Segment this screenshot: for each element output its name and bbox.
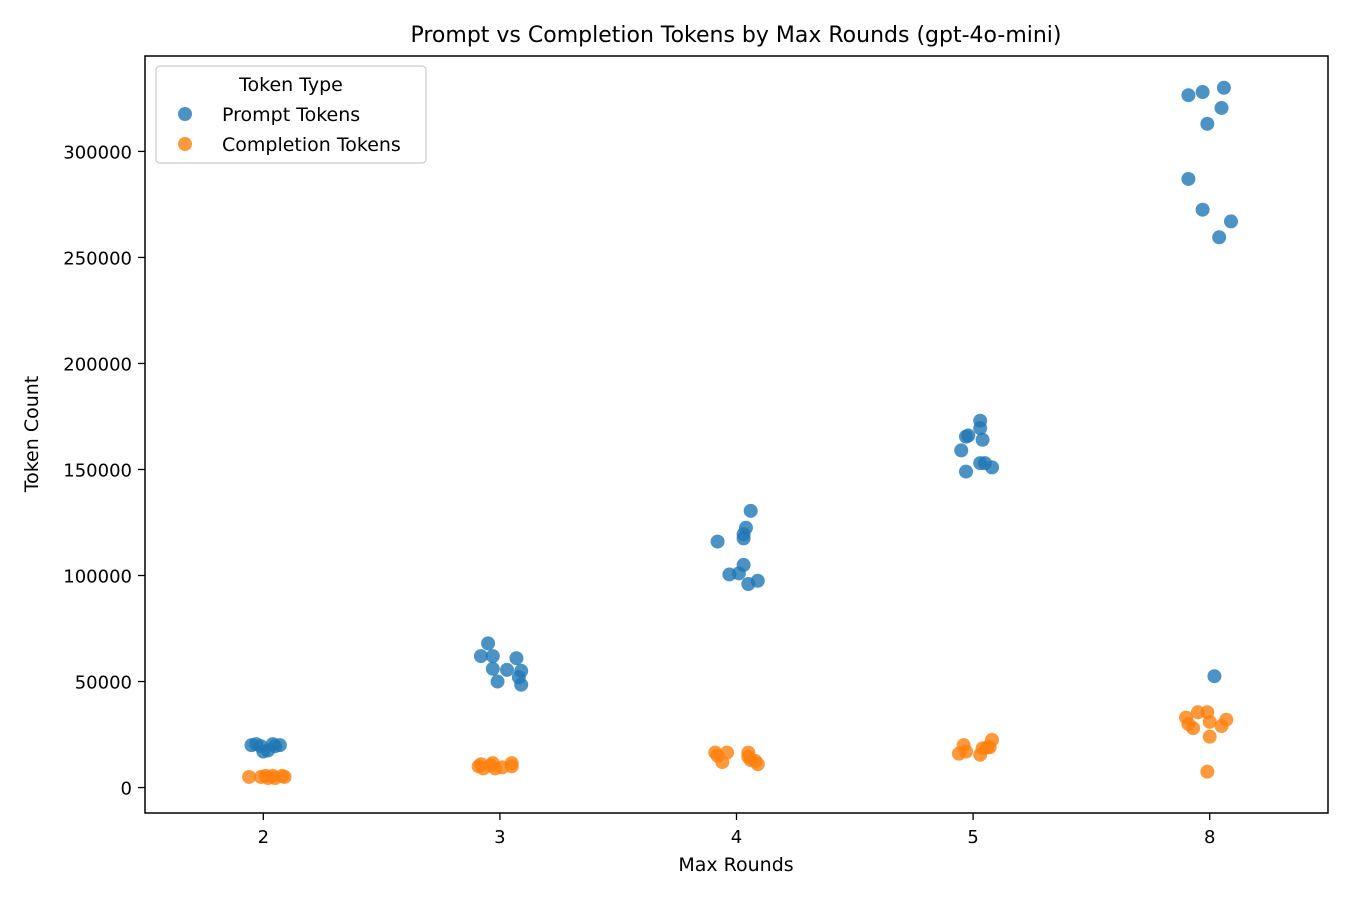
y-axis-label: Token Count bbox=[21, 376, 43, 494]
completion-token-point bbox=[504, 756, 519, 771]
prompt-token-point bbox=[473, 649, 488, 664]
x-tick-label: 4 bbox=[731, 827, 742, 848]
completion-token-point bbox=[1219, 712, 1234, 727]
completion-token-point bbox=[277, 769, 292, 784]
legend-title: Token Type bbox=[238, 74, 343, 96]
prompt-token-point bbox=[1212, 230, 1227, 245]
y-tick-label: 200000 bbox=[63, 354, 132, 375]
prompt-token-point bbox=[1216, 80, 1231, 95]
chart-title: Prompt vs Completion Tokens by Max Round… bbox=[410, 23, 1061, 48]
legend-label-prompt: Prompt Tokens bbox=[222, 104, 360, 126]
prompt-token-point bbox=[272, 738, 287, 753]
y-tick-label: 250000 bbox=[63, 248, 132, 269]
x-tick-label: 5 bbox=[967, 827, 978, 848]
prompt-token-point bbox=[975, 432, 990, 447]
legend-label-completion: Completion Tokens bbox=[222, 134, 401, 156]
completion-token-point bbox=[1186, 721, 1201, 736]
x-tick-label: 8 bbox=[1204, 827, 1215, 848]
completion-token-point bbox=[959, 744, 974, 759]
prompt-token-point bbox=[499, 662, 514, 677]
plot-area: 0 50000 100000 150000 200000 250000 300000 2 3 4… bbox=[63, 55, 1329, 848]
prompt-token-point bbox=[985, 460, 1000, 475]
prompt-token-point bbox=[743, 503, 758, 518]
prompt-token-point bbox=[481, 636, 496, 651]
x-tick-label: 2 bbox=[258, 827, 269, 848]
y-tick-label: 0 bbox=[121, 779, 132, 800]
prompt-token-point bbox=[959, 464, 974, 479]
x-tick-label: 3 bbox=[494, 827, 505, 848]
completion-token-point bbox=[1200, 764, 1215, 779]
y-tick-label: 100000 bbox=[63, 567, 132, 588]
prompt-token-point bbox=[954, 443, 969, 458]
y-tick-label: 150000 bbox=[63, 460, 132, 481]
completion-token-point bbox=[720, 745, 735, 760]
prompt-token-point bbox=[1200, 116, 1215, 131]
y-axis: 0 50000 100000 150000 200000 250000 300000 bbox=[63, 142, 145, 800]
prompt-token-point bbox=[1181, 171, 1196, 186]
prompt-token-point bbox=[973, 421, 988, 436]
legend-box bbox=[155, 65, 427, 164]
completion-token-point bbox=[1202, 729, 1217, 744]
completion-token-point bbox=[1202, 714, 1217, 729]
prompt-token-point bbox=[509, 651, 524, 666]
prompt-token-point bbox=[514, 663, 529, 678]
completion-token-point bbox=[985, 732, 1000, 747]
x-axis-label: Max Rounds bbox=[678, 854, 793, 876]
prompt-token-point bbox=[1195, 85, 1210, 100]
prompt-token-point bbox=[1207, 669, 1222, 684]
legend-marker-completion bbox=[178, 137, 192, 151]
completion-token-point bbox=[750, 757, 765, 772]
prompt-token-point bbox=[1195, 202, 1210, 217]
legend: Token Type Prompt Tokens Completion Toke… bbox=[155, 65, 427, 164]
prompt-token-point bbox=[1223, 214, 1238, 229]
prompt-token-point bbox=[736, 557, 751, 572]
prompt-token-point bbox=[490, 674, 505, 689]
series-prompt-tokens bbox=[244, 80, 1238, 759]
y-tick-label: 50000 bbox=[75, 673, 132, 694]
prompt-token-point bbox=[1181, 88, 1196, 103]
legend-marker-prompt bbox=[178, 107, 192, 121]
prompt-token-point bbox=[1214, 100, 1229, 115]
completion-token-point bbox=[242, 769, 257, 784]
y-tick-label: 300000 bbox=[63, 142, 132, 163]
prompt-token-point bbox=[514, 677, 529, 692]
prompt-token-point bbox=[738, 520, 753, 535]
prompt-token-point bbox=[710, 534, 725, 549]
prompt-token-point bbox=[485, 649, 500, 664]
prompt-token-point bbox=[750, 573, 765, 588]
data-points bbox=[242, 80, 1238, 786]
x-axis: 2 3 4 5 8 bbox=[258, 813, 1215, 848]
prompt-token-point bbox=[961, 428, 976, 443]
prompt-token-point bbox=[485, 661, 500, 676]
series-completion-tokens bbox=[242, 705, 1234, 786]
